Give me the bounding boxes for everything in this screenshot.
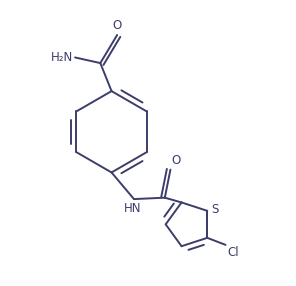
Text: S: S <box>211 203 219 216</box>
Text: Cl: Cl <box>227 246 239 259</box>
Text: O: O <box>112 19 122 32</box>
Text: H₂N: H₂N <box>51 51 73 64</box>
Text: HN: HN <box>124 202 141 215</box>
Text: O: O <box>172 154 181 167</box>
